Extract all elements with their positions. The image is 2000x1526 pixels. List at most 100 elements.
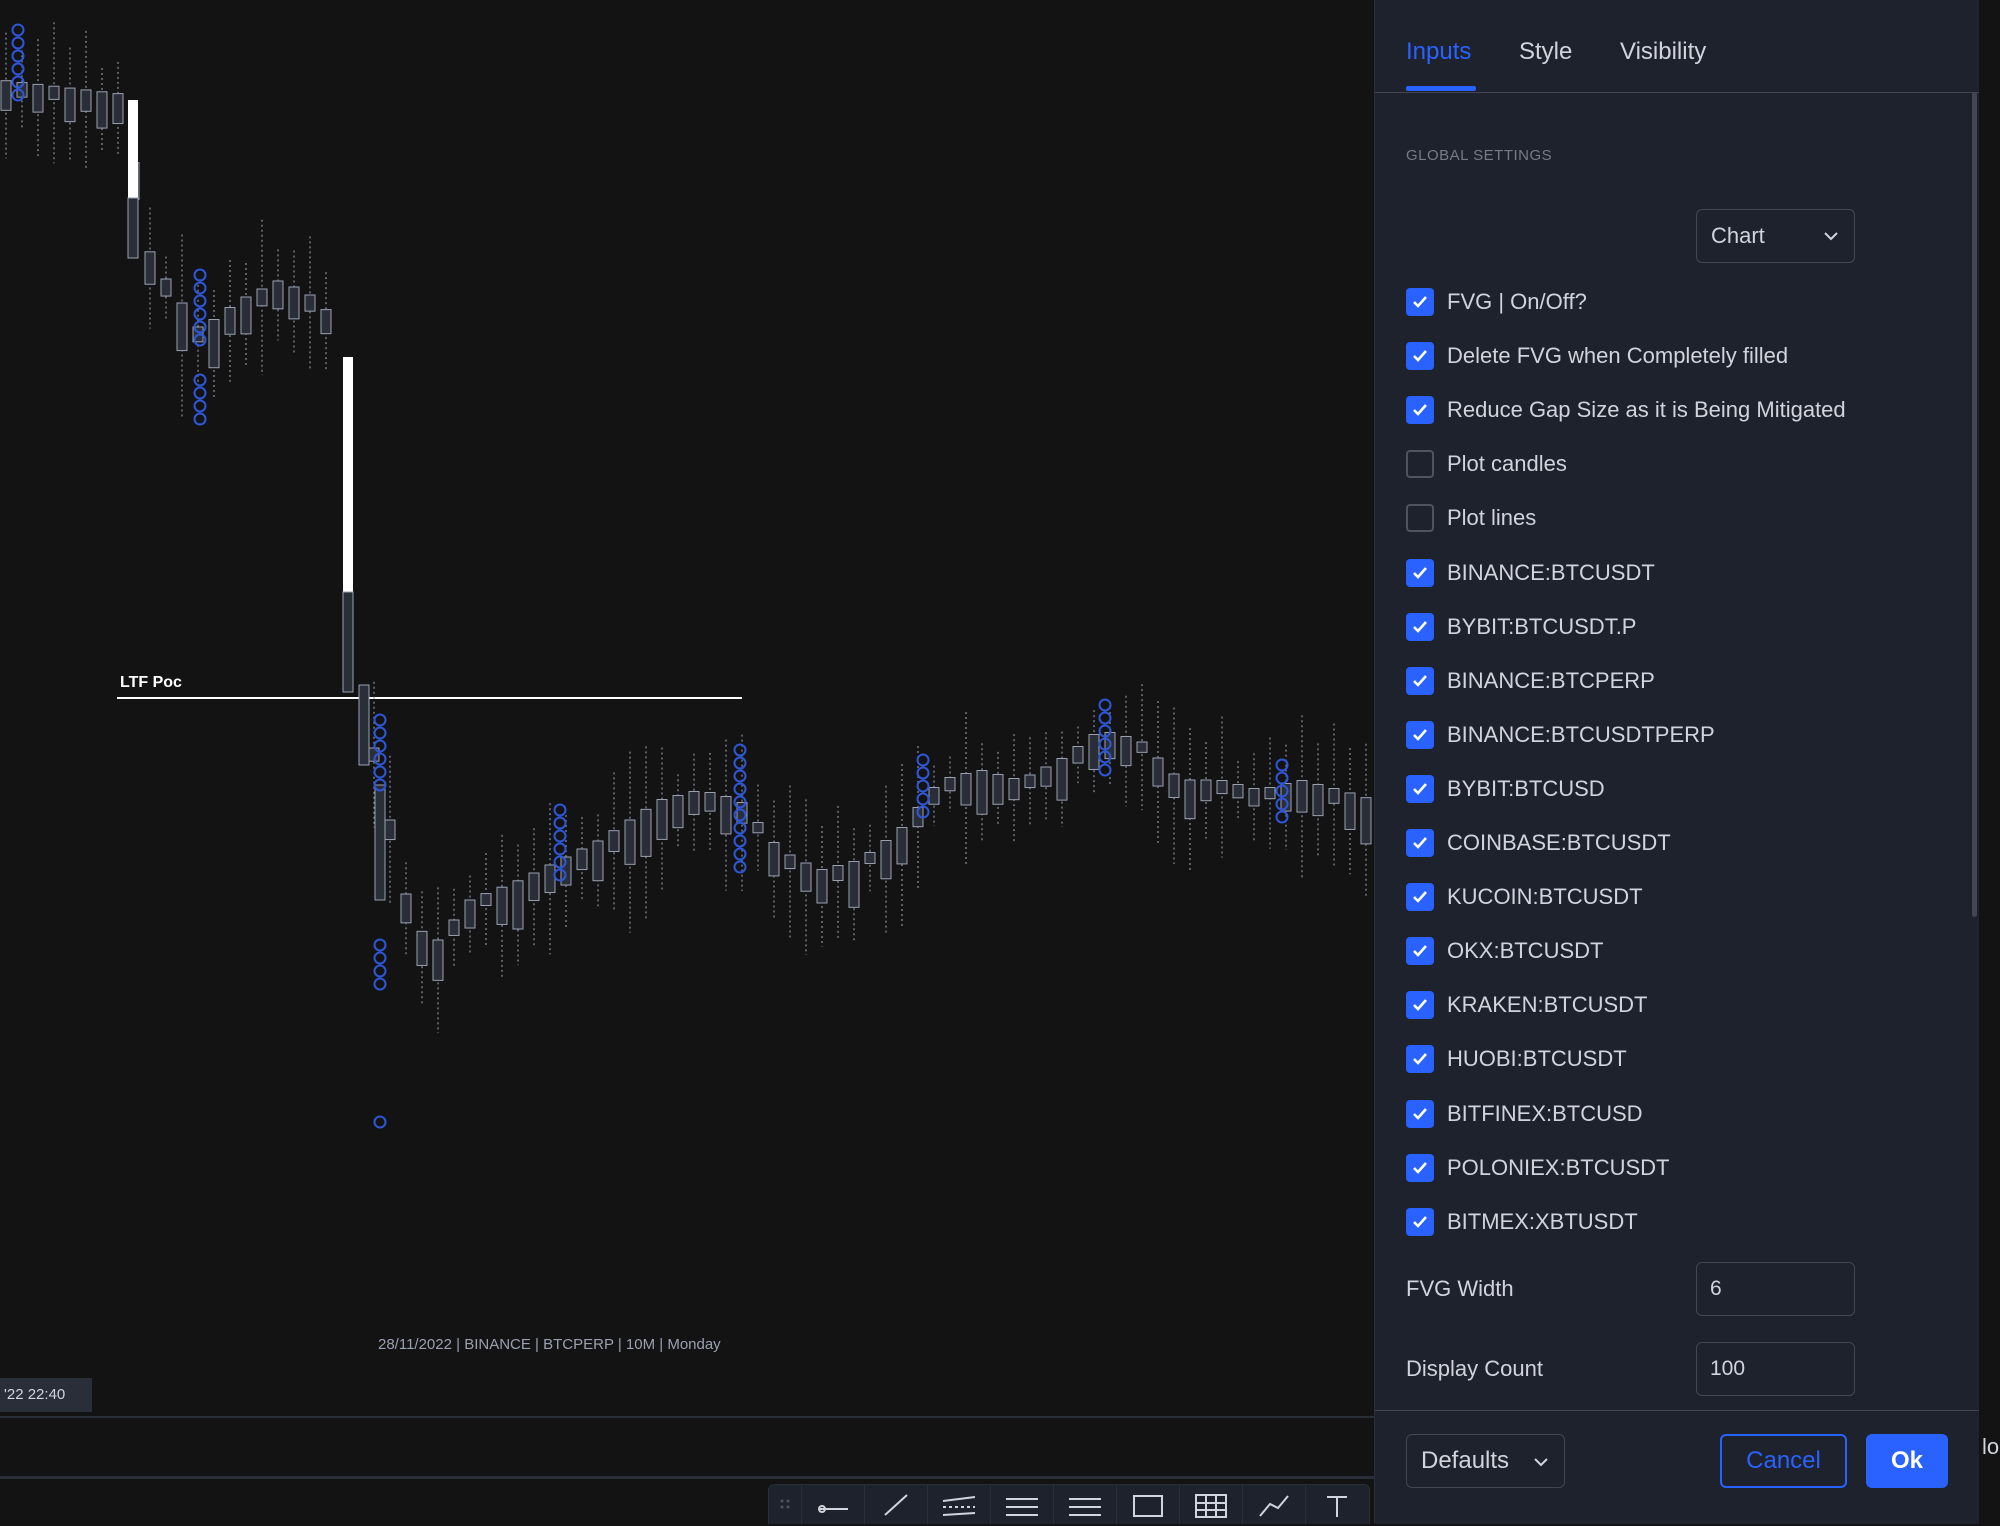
checkbox-unchecked[interactable]: [1406, 450, 1434, 478]
checkbox-checked[interactable]: [1406, 342, 1434, 370]
fvg-circle: [11, 23, 25, 37]
trend-line-icon[interactable]: [865, 1485, 928, 1524]
checkbox-row[interactable]: BINANCE:BTCUSDT: [1406, 558, 1655, 588]
candle-body: [608, 830, 620, 852]
checkbox-row[interactable]: BINANCE:BTCPERP: [1406, 666, 1655, 696]
checkbox-row[interactable]: BINANCE:BTCUSDTPERP: [1406, 720, 1715, 750]
candle-body: [1072, 746, 1084, 764]
checkbox-row[interactable]: Plot candles: [1406, 449, 1567, 479]
checkbox-label: Plot candles: [1447, 451, 1567, 476]
fvg-circle: [373, 765, 387, 779]
candle: [560, 815, 572, 927]
candle: [704, 752, 716, 851]
checkmark-icon: [1413, 675, 1427, 687]
checkbox-checked[interactable]: [1406, 1154, 1434, 1182]
display-count-input[interactable]: 100: [1696, 1342, 1855, 1396]
checkbox-row[interactable]: OKX:BTCUSDT: [1406, 936, 1603, 966]
checkmark-icon: [1413, 783, 1427, 795]
text-icon[interactable]: [1306, 1485, 1368, 1524]
checkbox-row[interactable]: Reduce Gap Size as it is Being Mitigated: [1406, 395, 1846, 425]
checkbox-checked[interactable]: [1406, 829, 1434, 857]
time-axis-badge: '22 22:40: [0, 1378, 92, 1412]
checkbox-label: Reduce Gap Size as it is Being Mitigated: [1447, 397, 1846, 422]
candle-body: [1024, 774, 1036, 789]
candle-body: [176, 302, 188, 352]
candle-body: [1056, 758, 1068, 801]
checkmark-icon: [1413, 1162, 1427, 1174]
dialog-scrollbar[interactable]: [1972, 92, 1977, 917]
candle: [576, 817, 588, 902]
candle-body: [816, 869, 828, 904]
checkbox-checked[interactable]: [1406, 667, 1434, 695]
fvg-circle: [373, 964, 387, 978]
fvg-width-input[interactable]: 6: [1696, 1262, 1855, 1316]
chart-area[interactable]: LTF Poc 28/11/2022 | BINANCE | BTCPERP |…: [0, 0, 1374, 1416]
checkbox-checked[interactable]: [1406, 883, 1434, 911]
cancel-button[interactable]: Cancel: [1720, 1434, 1847, 1488]
candle: [512, 844, 524, 966]
checkbox-checked[interactable]: [1406, 396, 1434, 424]
checkbox-row[interactable]: Plot lines: [1406, 503, 1536, 533]
candle: [864, 824, 876, 892]
path-icon[interactable]: [1243, 1485, 1306, 1524]
fvg-circle: [11, 62, 25, 76]
checkbox-row[interactable]: KRAKEN:BTCUSDT: [1406, 990, 1647, 1020]
horizontal-lines-icon[interactable]: [1054, 1485, 1117, 1524]
checkmark-icon: [1413, 296, 1427, 308]
grid-icon[interactable]: [1180, 1485, 1243, 1524]
checkbox-checked[interactable]: [1406, 775, 1434, 803]
candle: [1296, 715, 1308, 878]
fvg-circle: [733, 769, 747, 783]
checkmark-icon: [1413, 567, 1427, 579]
checkbox-row[interactable]: BITMEX:XBTUSDT: [1406, 1207, 1638, 1237]
ok-button[interactable]: Ok: [1866, 1434, 1948, 1488]
tab-inputs[interactable]: Inputs: [1406, 38, 1472, 65]
checkbox-row[interactable]: BYBIT:BTCUSDT.P: [1406, 612, 1636, 642]
checkbox-unchecked[interactable]: [1406, 504, 1434, 532]
checkbox-row[interactable]: BYBIT:BTCUSD: [1406, 774, 1605, 804]
candle: [320, 272, 332, 372]
checkbox-checked[interactable]: [1406, 613, 1434, 641]
candle-body: [976, 770, 988, 815]
timeframe-select[interactable]: Chart: [1696, 209, 1855, 263]
tab-style[interactable]: Style: [1519, 38, 1573, 65]
tab-visibility[interactable]: Visibility: [1620, 38, 1707, 65]
fib-retracement-icon[interactable]: [991, 1485, 1054, 1524]
checkbox-label: KRAKEN:BTCUSDT: [1447, 992, 1648, 1017]
checkmark-icon: [1413, 945, 1427, 957]
checkbox-label: BITFINEX:BTCUSD: [1447, 1101, 1643, 1126]
checkbox-checked[interactable]: [1406, 1100, 1434, 1128]
parallel-channel-icon[interactable]: [928, 1485, 991, 1524]
candle-body: [688, 791, 700, 815]
candle: [1344, 747, 1356, 875]
candle: [960, 711, 972, 867]
checkbox-row[interactable]: BITFINEX:BTCUSD: [1406, 1099, 1643, 1129]
checkbox-row[interactable]: HUOBI:BTCUSDT: [1406, 1044, 1627, 1074]
rectangle-icon[interactable]: [1117, 1485, 1180, 1524]
checkbox-checked[interactable]: [1406, 1208, 1434, 1236]
candle-body: [1264, 787, 1276, 800]
fvg-circle: [1098, 737, 1112, 751]
drag-handle-icon[interactable]: [769, 1485, 802, 1524]
checkbox-checked[interactable]: [1406, 721, 1434, 749]
checkbox-checked[interactable]: [1406, 559, 1434, 587]
checkbox-row[interactable]: Delete FVG when Completely filled: [1406, 341, 1788, 371]
candle: [208, 290, 220, 398]
defaults-dropdown[interactable]: Defaults: [1406, 1434, 1565, 1488]
candle: [144, 207, 156, 329]
checkbox-checked[interactable]: [1406, 1045, 1434, 1073]
checkbox-checked[interactable]: [1406, 288, 1434, 316]
checkbox-checked[interactable]: [1406, 937, 1434, 965]
candle-body: [800, 862, 812, 892]
checkbox-row[interactable]: FVG | On/Off?: [1406, 287, 1587, 317]
large-candle: [374, 784, 386, 901]
checkbox-row[interactable]: KUCOIN:BTCUSDT: [1406, 882, 1643, 912]
candle: [416, 891, 428, 1006]
candle-body: [448, 919, 460, 936]
fvg-circle: [193, 320, 207, 334]
checkbox-checked[interactable]: [1406, 991, 1434, 1019]
price-chart[interactable]: [0, 0, 1374, 1416]
checkbox-row[interactable]: POLONIEX:BTCUSDT: [1406, 1153, 1669, 1183]
horizontal-ray-icon[interactable]: [802, 1485, 865, 1524]
checkbox-row[interactable]: COINBASE:BTCUSDT: [1406, 828, 1671, 858]
